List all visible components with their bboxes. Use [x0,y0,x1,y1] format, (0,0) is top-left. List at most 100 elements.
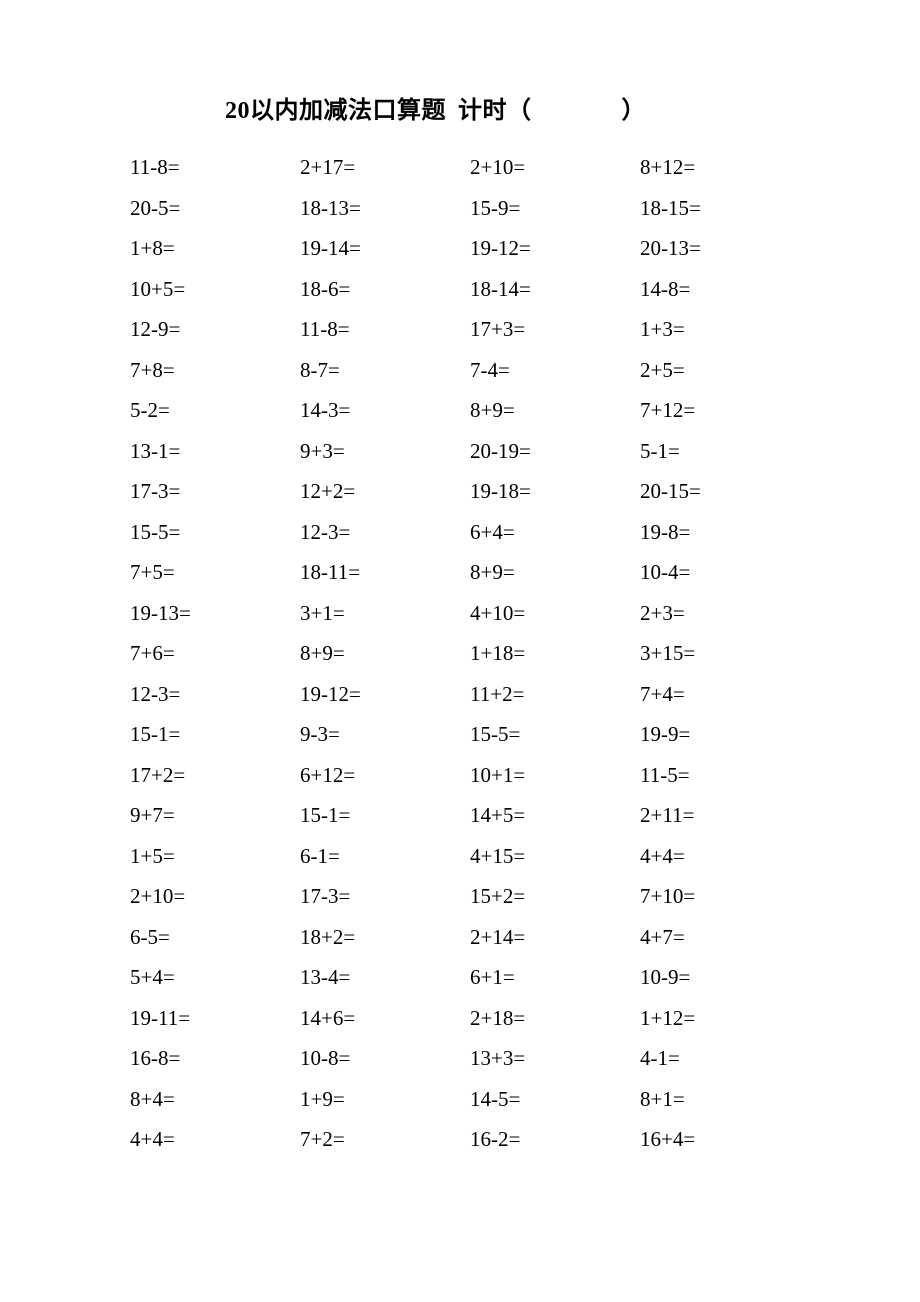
problem-cell: 1+3= [640,309,810,350]
problem-cell: 15-9= [470,188,640,229]
problem-cell: 2+5= [640,350,810,391]
problem-cell: 15-5= [130,512,300,553]
problem-cell: 6+4= [470,512,640,553]
problem-cell: 5-1= [640,431,810,472]
problem-cell: 10-8= [300,1038,470,1079]
problem-cell: 1+8= [130,228,300,269]
problem-cell: 1+18= [470,633,640,674]
problem-cell: 2+10= [130,876,300,917]
problem-cell: 19-11= [130,998,300,1039]
problem-cell: 17+3= [470,309,640,350]
title-timer-label: 计时（ [458,98,532,124]
problem-cell: 2+17= [300,147,470,188]
problem-cell: 8-7= [300,350,470,391]
problem-cell: 8+9= [470,390,640,431]
problem-cell: 18+2= [300,917,470,958]
problem-cell: 8+1= [640,1079,810,1120]
problem-cell: 9-3= [300,714,470,755]
problem-cell: 2+11= [640,795,810,836]
problem-cell: 5-2= [130,390,300,431]
worksheet-title: 20以内加减法口算题计时（ ） [130,90,840,125]
problem-cell: 19-14= [300,228,470,269]
problem-cell: 11-8= [300,309,470,350]
problem-cell: 17+2= [130,755,300,796]
problem-cell: 4+10= [470,593,640,634]
problem-cell: 1+5= [130,836,300,877]
problem-cell: 13+3= [470,1038,640,1079]
problem-cell: 8+9= [470,552,640,593]
problem-cell: 14+6= [300,998,470,1039]
problem-cell: 7+12= [640,390,810,431]
problem-cell: 7+4= [640,674,810,715]
problem-cell: 20-5= [130,188,300,229]
problem-cell: 19-9= [640,714,810,755]
problem-cell: 8+4= [130,1079,300,1120]
problem-cell: 15-1= [130,714,300,755]
problem-cell: 13-1= [130,431,300,472]
problem-cell: 1+9= [300,1079,470,1120]
problem-cell: 12-9= [130,309,300,350]
problem-cell: 19-8= [640,512,810,553]
problem-cell: 18-6= [300,269,470,310]
problem-cell: 7+5= [130,552,300,593]
problem-cell: 18-13= [300,188,470,229]
problem-cell: 9+3= [300,431,470,472]
problem-cell: 7+8= [130,350,300,391]
problem-cell: 7+2= [300,1119,470,1160]
problem-cell: 2+14= [470,917,640,958]
problem-cell: 6-5= [130,917,300,958]
problem-cell: 14+5= [470,795,640,836]
problem-cell: 4+4= [640,836,810,877]
problem-cell: 3+1= [300,593,470,634]
problem-cell: 16+4= [640,1119,810,1160]
problem-cell: 6-1= [300,836,470,877]
problem-cell: 15+2= [470,876,640,917]
problem-cell: 12+2= [300,471,470,512]
problem-cell: 6+1= [470,957,640,998]
problem-cell: 17-3= [300,876,470,917]
problem-cell: 6+12= [300,755,470,796]
problem-cell: 4-1= [640,1038,810,1079]
problem-cell: 4+15= [470,836,640,877]
problem-cell: 10+5= [130,269,300,310]
worksheet-page: 20以内加减法口算题计时（） 11-8=2+17=2+10=8+12=20-5=… [0,0,920,1160]
problem-cell: 14-8= [640,269,810,310]
problem-cell: 2+10= [470,147,640,188]
problem-cell: 19-12= [300,674,470,715]
problem-cell: 1+12= [640,998,810,1039]
problem-cell: 9+7= [130,795,300,836]
problem-cell: 2+3= [640,593,810,634]
problem-cell: 4+7= [640,917,810,958]
problem-cell: 11-8= [130,147,300,188]
problem-cell: 12-3= [130,674,300,715]
problem-cell: 3+15= [640,633,810,674]
problem-cell: 5+4= [130,957,300,998]
title-main: 20以内加减法口算题 [225,98,446,124]
problem-cell: 17-3= [130,471,300,512]
problem-cell: 19-13= [130,593,300,634]
problem-cell: 15-1= [300,795,470,836]
problem-cell: 18-14= [470,269,640,310]
problem-cell: 7-4= [470,350,640,391]
problem-cell: 20-13= [640,228,810,269]
problem-cell: 7+10= [640,876,810,917]
problem-cell: 16-8= [130,1038,300,1079]
problem-cell: 2+18= [470,998,640,1039]
problem-cell: 13-4= [300,957,470,998]
problem-cell: 20-19= [470,431,640,472]
problem-cell: 14-3= [300,390,470,431]
problem-cell: 12-3= [300,512,470,553]
problem-cell: 7+6= [130,633,300,674]
problem-cell: 15-5= [470,714,640,755]
problem-cell: 11-5= [640,755,810,796]
title-close-paren: ） [622,98,647,124]
problem-cell: 18-11= [300,552,470,593]
problem-cell: 10-9= [640,957,810,998]
problem-grid: 11-8=2+17=2+10=8+12=20-5=18-13=15-9=18-1… [130,147,840,1160]
problem-cell: 11+2= [470,674,640,715]
problem-cell: 20-15= [640,471,810,512]
problem-cell: 4+4= [130,1119,300,1160]
problem-cell: 8+9= [300,633,470,674]
problem-cell: 18-15= [640,188,810,229]
problem-cell: 8+12= [640,147,810,188]
